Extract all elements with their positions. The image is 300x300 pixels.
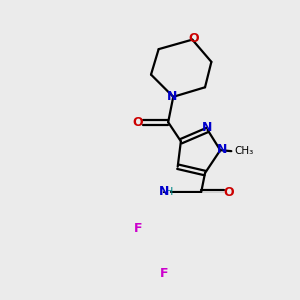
Text: O: O <box>133 116 143 129</box>
Text: O: O <box>223 186 234 199</box>
Text: F: F <box>160 267 168 280</box>
Text: O: O <box>188 32 199 45</box>
Text: N: N <box>159 185 169 198</box>
Text: N: N <box>218 143 228 156</box>
Text: F: F <box>134 222 142 235</box>
Text: H: H <box>164 187 173 196</box>
Text: N: N <box>167 90 177 103</box>
Text: N: N <box>201 121 212 134</box>
Text: CH₃: CH₃ <box>235 146 254 156</box>
